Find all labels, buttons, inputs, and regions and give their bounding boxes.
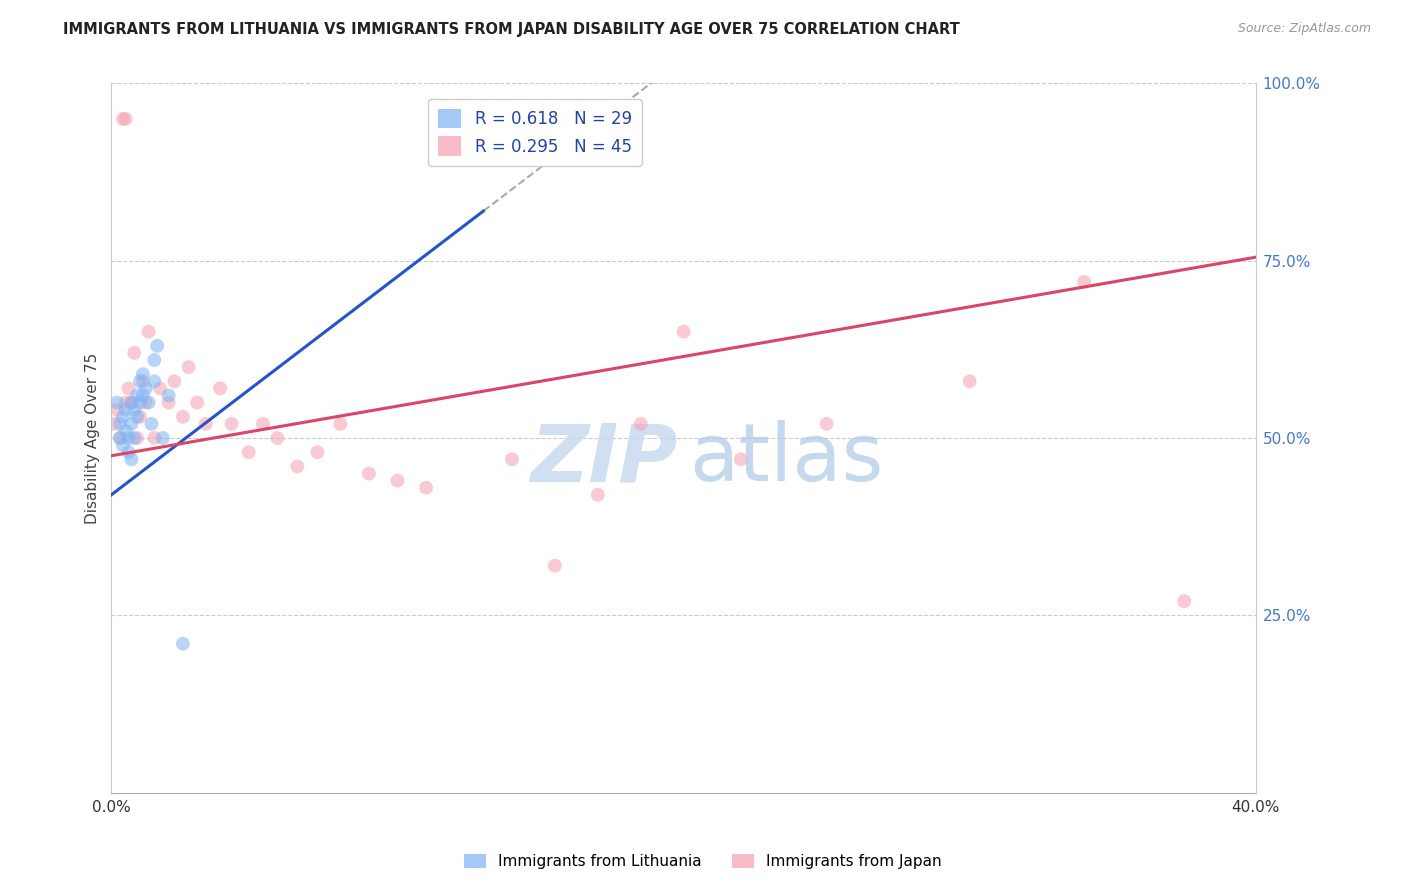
Point <box>730 452 752 467</box>
Point <box>111 438 134 452</box>
Point <box>329 417 352 431</box>
Point <box>266 431 288 445</box>
Point <box>108 431 131 445</box>
Point <box>124 402 146 417</box>
Point <box>544 558 567 573</box>
Point <box>157 388 180 402</box>
Point <box>117 431 139 445</box>
Point <box>120 452 142 467</box>
Point <box>135 381 157 395</box>
Point <box>127 388 149 402</box>
Point <box>143 353 166 368</box>
Point <box>172 409 194 424</box>
Point <box>129 374 152 388</box>
Point <box>105 402 128 417</box>
Point <box>415 481 437 495</box>
Text: IMMIGRANTS FROM LITHUANIA VS IMMIGRANTS FROM JAPAN DISABILITY AGE OVER 75 CORREL: IMMIGRANTS FROM LITHUANIA VS IMMIGRANTS … <box>63 22 960 37</box>
Point <box>103 417 125 431</box>
Point <box>157 395 180 409</box>
Point <box>120 417 142 431</box>
Legend: R = 0.618   N = 29, R = 0.295   N = 45: R = 0.618 N = 29, R = 0.295 N = 45 <box>427 99 641 166</box>
Point <box>114 402 136 417</box>
Point <box>221 417 243 431</box>
Text: ZIP: ZIP <box>530 420 678 499</box>
Point <box>108 417 131 431</box>
Text: atlas: atlas <box>689 420 884 499</box>
Point <box>114 424 136 438</box>
Point <box>209 381 232 395</box>
Point <box>149 381 172 395</box>
Point <box>252 417 274 431</box>
Point <box>357 467 380 481</box>
Point <box>815 417 838 431</box>
Point <box>146 339 169 353</box>
Point <box>238 445 260 459</box>
Point <box>143 374 166 388</box>
Point <box>1173 594 1195 608</box>
Point <box>186 395 208 409</box>
Point <box>1073 275 1095 289</box>
Point <box>111 409 134 424</box>
Point <box>387 474 409 488</box>
Point <box>105 395 128 409</box>
Point <box>108 431 131 445</box>
Point <box>129 409 152 424</box>
Point <box>132 368 155 382</box>
Point <box>172 637 194 651</box>
Point <box>127 409 149 424</box>
Point <box>152 431 174 445</box>
Text: Source: ZipAtlas.com: Source: ZipAtlas.com <box>1237 22 1371 36</box>
Point <box>129 395 152 409</box>
Legend: Immigrants from Lithuania, Immigrants from Japan: Immigrants from Lithuania, Immigrants fr… <box>458 848 948 875</box>
Point <box>120 395 142 409</box>
Point <box>120 395 142 409</box>
Y-axis label: Disability Age Over 75: Disability Age Over 75 <box>86 352 100 524</box>
Point <box>114 112 136 126</box>
Point <box>138 395 160 409</box>
Point <box>307 445 329 459</box>
Point <box>443 112 465 126</box>
Point <box>672 325 695 339</box>
Point <box>117 445 139 459</box>
Point <box>472 112 495 126</box>
Point <box>501 452 523 467</box>
Point <box>586 488 609 502</box>
Point <box>135 395 157 409</box>
Point <box>127 431 149 445</box>
Point <box>163 374 186 388</box>
Point <box>959 374 981 388</box>
Point <box>138 325 160 339</box>
Point <box>132 388 155 402</box>
Point <box>132 374 155 388</box>
Point <box>285 459 308 474</box>
Point <box>141 417 163 431</box>
Point <box>124 431 146 445</box>
Point <box>111 112 134 126</box>
Point <box>117 381 139 395</box>
Point <box>124 346 146 360</box>
Point <box>194 417 217 431</box>
Point <box>114 395 136 409</box>
Point <box>630 417 652 431</box>
Point <box>143 431 166 445</box>
Point <box>177 360 200 375</box>
